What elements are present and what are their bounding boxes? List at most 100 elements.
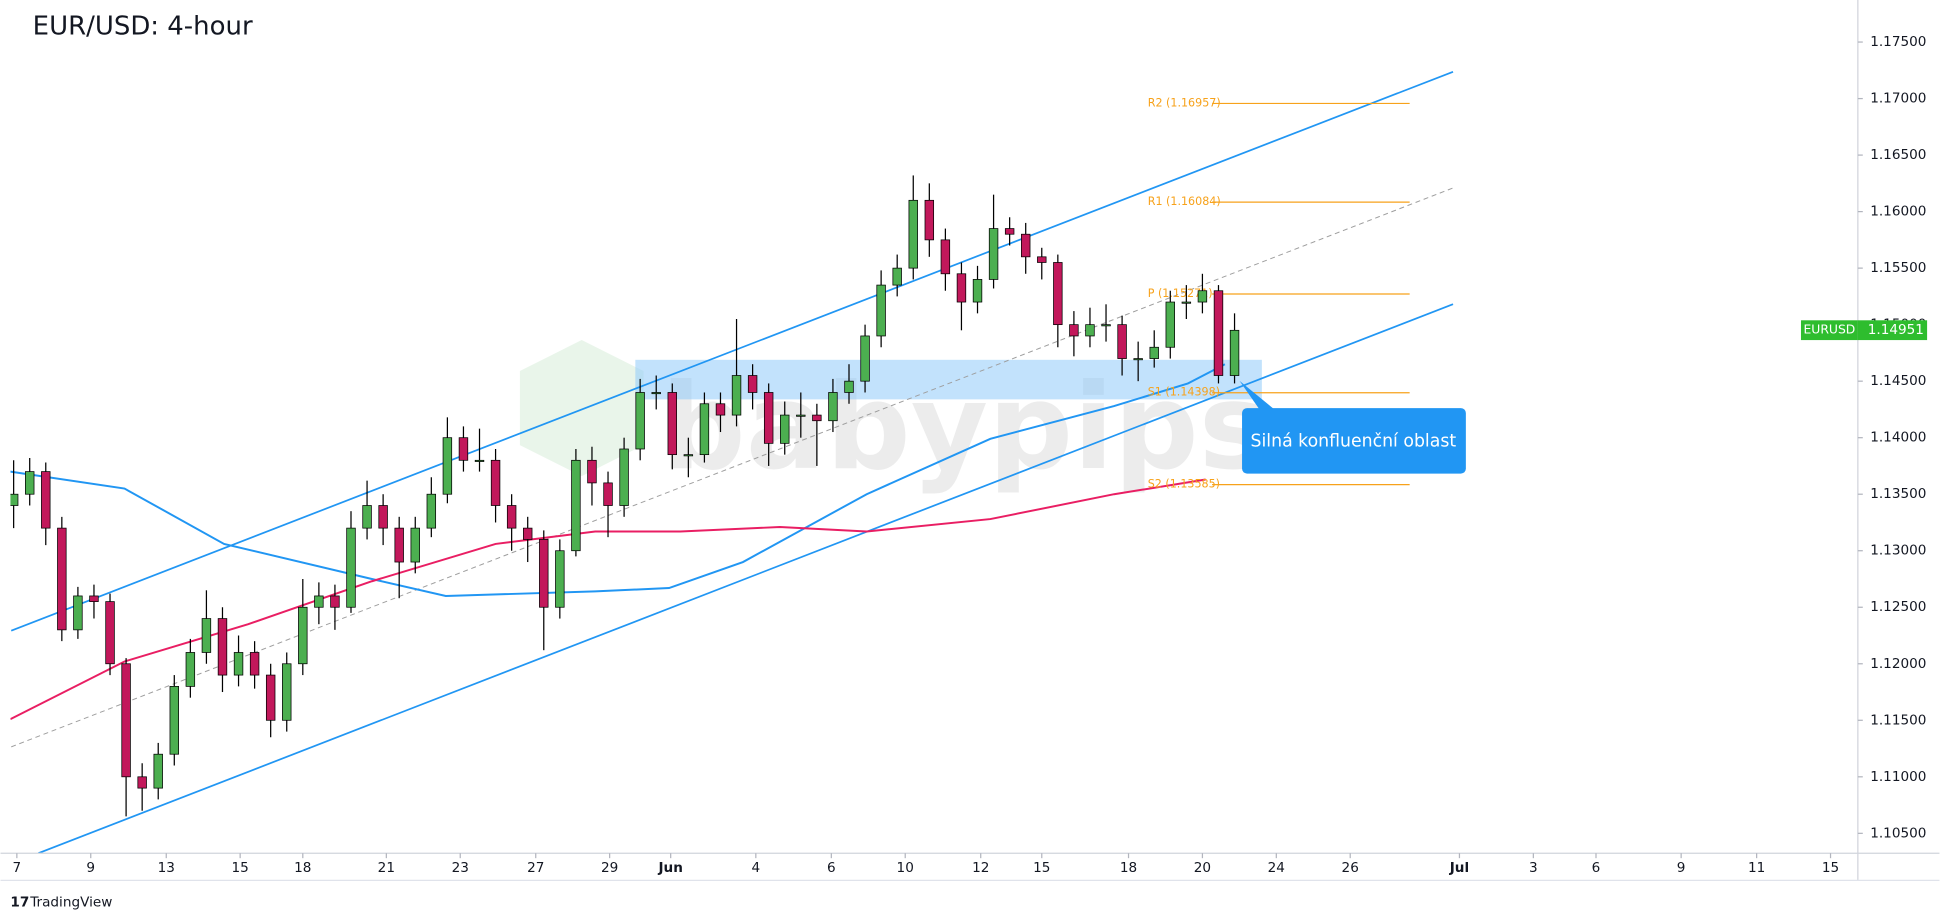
candle-body [314,595,324,608]
x-tick-label: 12 [972,860,989,876]
callout-text: Silná konfluenční oblast [1251,431,1457,451]
candle-body [571,459,581,552]
x-tick-label: 23 [452,860,469,876]
candle-body [185,652,196,687]
candle-body [539,539,549,608]
y-tick-label: 1.16500 [1870,147,1926,163]
x-tick-label: 11 [1748,860,1765,876]
candle-body [1004,228,1015,235]
candle-body [924,199,935,241]
x-tick-label: 3 [1529,860,1538,876]
candle-body [474,459,485,462]
candle-body [763,392,774,444]
candle-body [506,505,517,529]
trendline [38,303,1454,854]
x-tick-label: 9 [1677,860,1686,876]
candle-body [587,459,597,484]
callout-box [1242,408,1466,474]
candle-body [555,550,565,608]
y-tick-label: 1.10500 [1870,825,1926,841]
x-tick-label: 15 [1822,860,1839,876]
y-tick-label: 1.16000 [1870,204,1926,220]
callout: Silná konfluenční oblast [1239,380,1466,474]
candle-body [683,454,694,457]
last-price-name-bg [1800,320,1858,341]
candle-body [1197,290,1208,303]
chart-title: EUR/USD: 4-hour [33,12,253,42]
candle-body [41,471,51,529]
x-tick-label: 6 [827,860,836,876]
x-tick-label: 18 [1120,860,1137,876]
candle-body [731,375,742,416]
pivot-label: R2 (1.16957) [1148,96,1221,109]
candle-body [362,505,372,529]
candle-body [490,459,501,506]
x-tick-label: Jun [657,860,682,876]
candle-body [1101,324,1111,327]
candle-body [603,482,613,506]
candle-body [1037,256,1047,263]
x-tick-label: 20 [1194,860,1211,876]
x-tick-label: 18 [294,860,311,876]
x-tick-label: 27 [527,860,544,876]
plot: R2 (1.16957) R1 (1.16084) P (1.15271) S1 (1… [10,70,1454,854]
candle-body [426,493,437,529]
candle-body [378,505,388,529]
candle-body [1085,324,1095,337]
trendline [11,187,1454,748]
y-tick-label: 1.14000 [1870,430,1926,446]
candle-body [1133,358,1143,361]
candle-body [10,493,19,506]
pivot-label: R1 (1.16084) [1148,195,1221,208]
candle-body [699,403,710,456]
candle-body [635,392,645,450]
candle-body [153,753,163,789]
candle-body [1069,324,1079,337]
candle-body [828,392,838,422]
candle-body [844,380,854,393]
last-price-value: 1.14951 [1868,322,1924,338]
candle-body [876,284,886,337]
candle-body [715,403,726,416]
candle-body [796,414,806,417]
x-tick-label: 10 [897,860,914,876]
moving-average [10,478,1206,721]
x-tick-label: 24 [1268,860,1285,876]
y-tick-label: 1.12000 [1870,656,1926,672]
x-tick-label: 15 [1033,860,1050,876]
pivot-label: P (1.15271) [1148,287,1213,300]
y-tick-label: 1.13000 [1870,543,1926,559]
pivot-label: S1 (1.14398) [1148,386,1220,399]
y-tick-label: 1.13500 [1870,486,1926,502]
x-tick-label: 6 [1592,860,1601,876]
candle-body [298,606,308,665]
candle-body [523,527,533,540]
candle-body [747,375,758,393]
candle-body [169,686,179,755]
candle-body [1165,301,1175,348]
candle-body [89,595,99,602]
candle-body [1181,301,1192,304]
candle-body [394,527,404,563]
candle-body [940,239,951,275]
y-tick-label: 1.14500 [1870,373,1926,389]
candle-body [25,471,35,495]
candle-body [667,392,677,456]
candle-body [249,652,260,676]
candle-body [217,618,228,676]
watermark-logo [519,340,644,477]
candle-body [1053,262,1063,326]
last-price-bg [1857,320,1928,341]
x-tick-label: 29 [601,860,618,876]
candle-body [73,595,83,631]
candle-body [780,414,790,444]
candle-body [201,618,212,653]
pivot-label: S2 (1.13585) [1148,478,1220,491]
candle-body [233,652,244,676]
candle-body [1021,233,1031,258]
y-tick-label: 1.17000 [1870,91,1926,107]
x-tick-label: 21 [378,860,395,876]
callout-pointer [1239,380,1275,410]
x-tick-label: 7 [13,860,22,876]
